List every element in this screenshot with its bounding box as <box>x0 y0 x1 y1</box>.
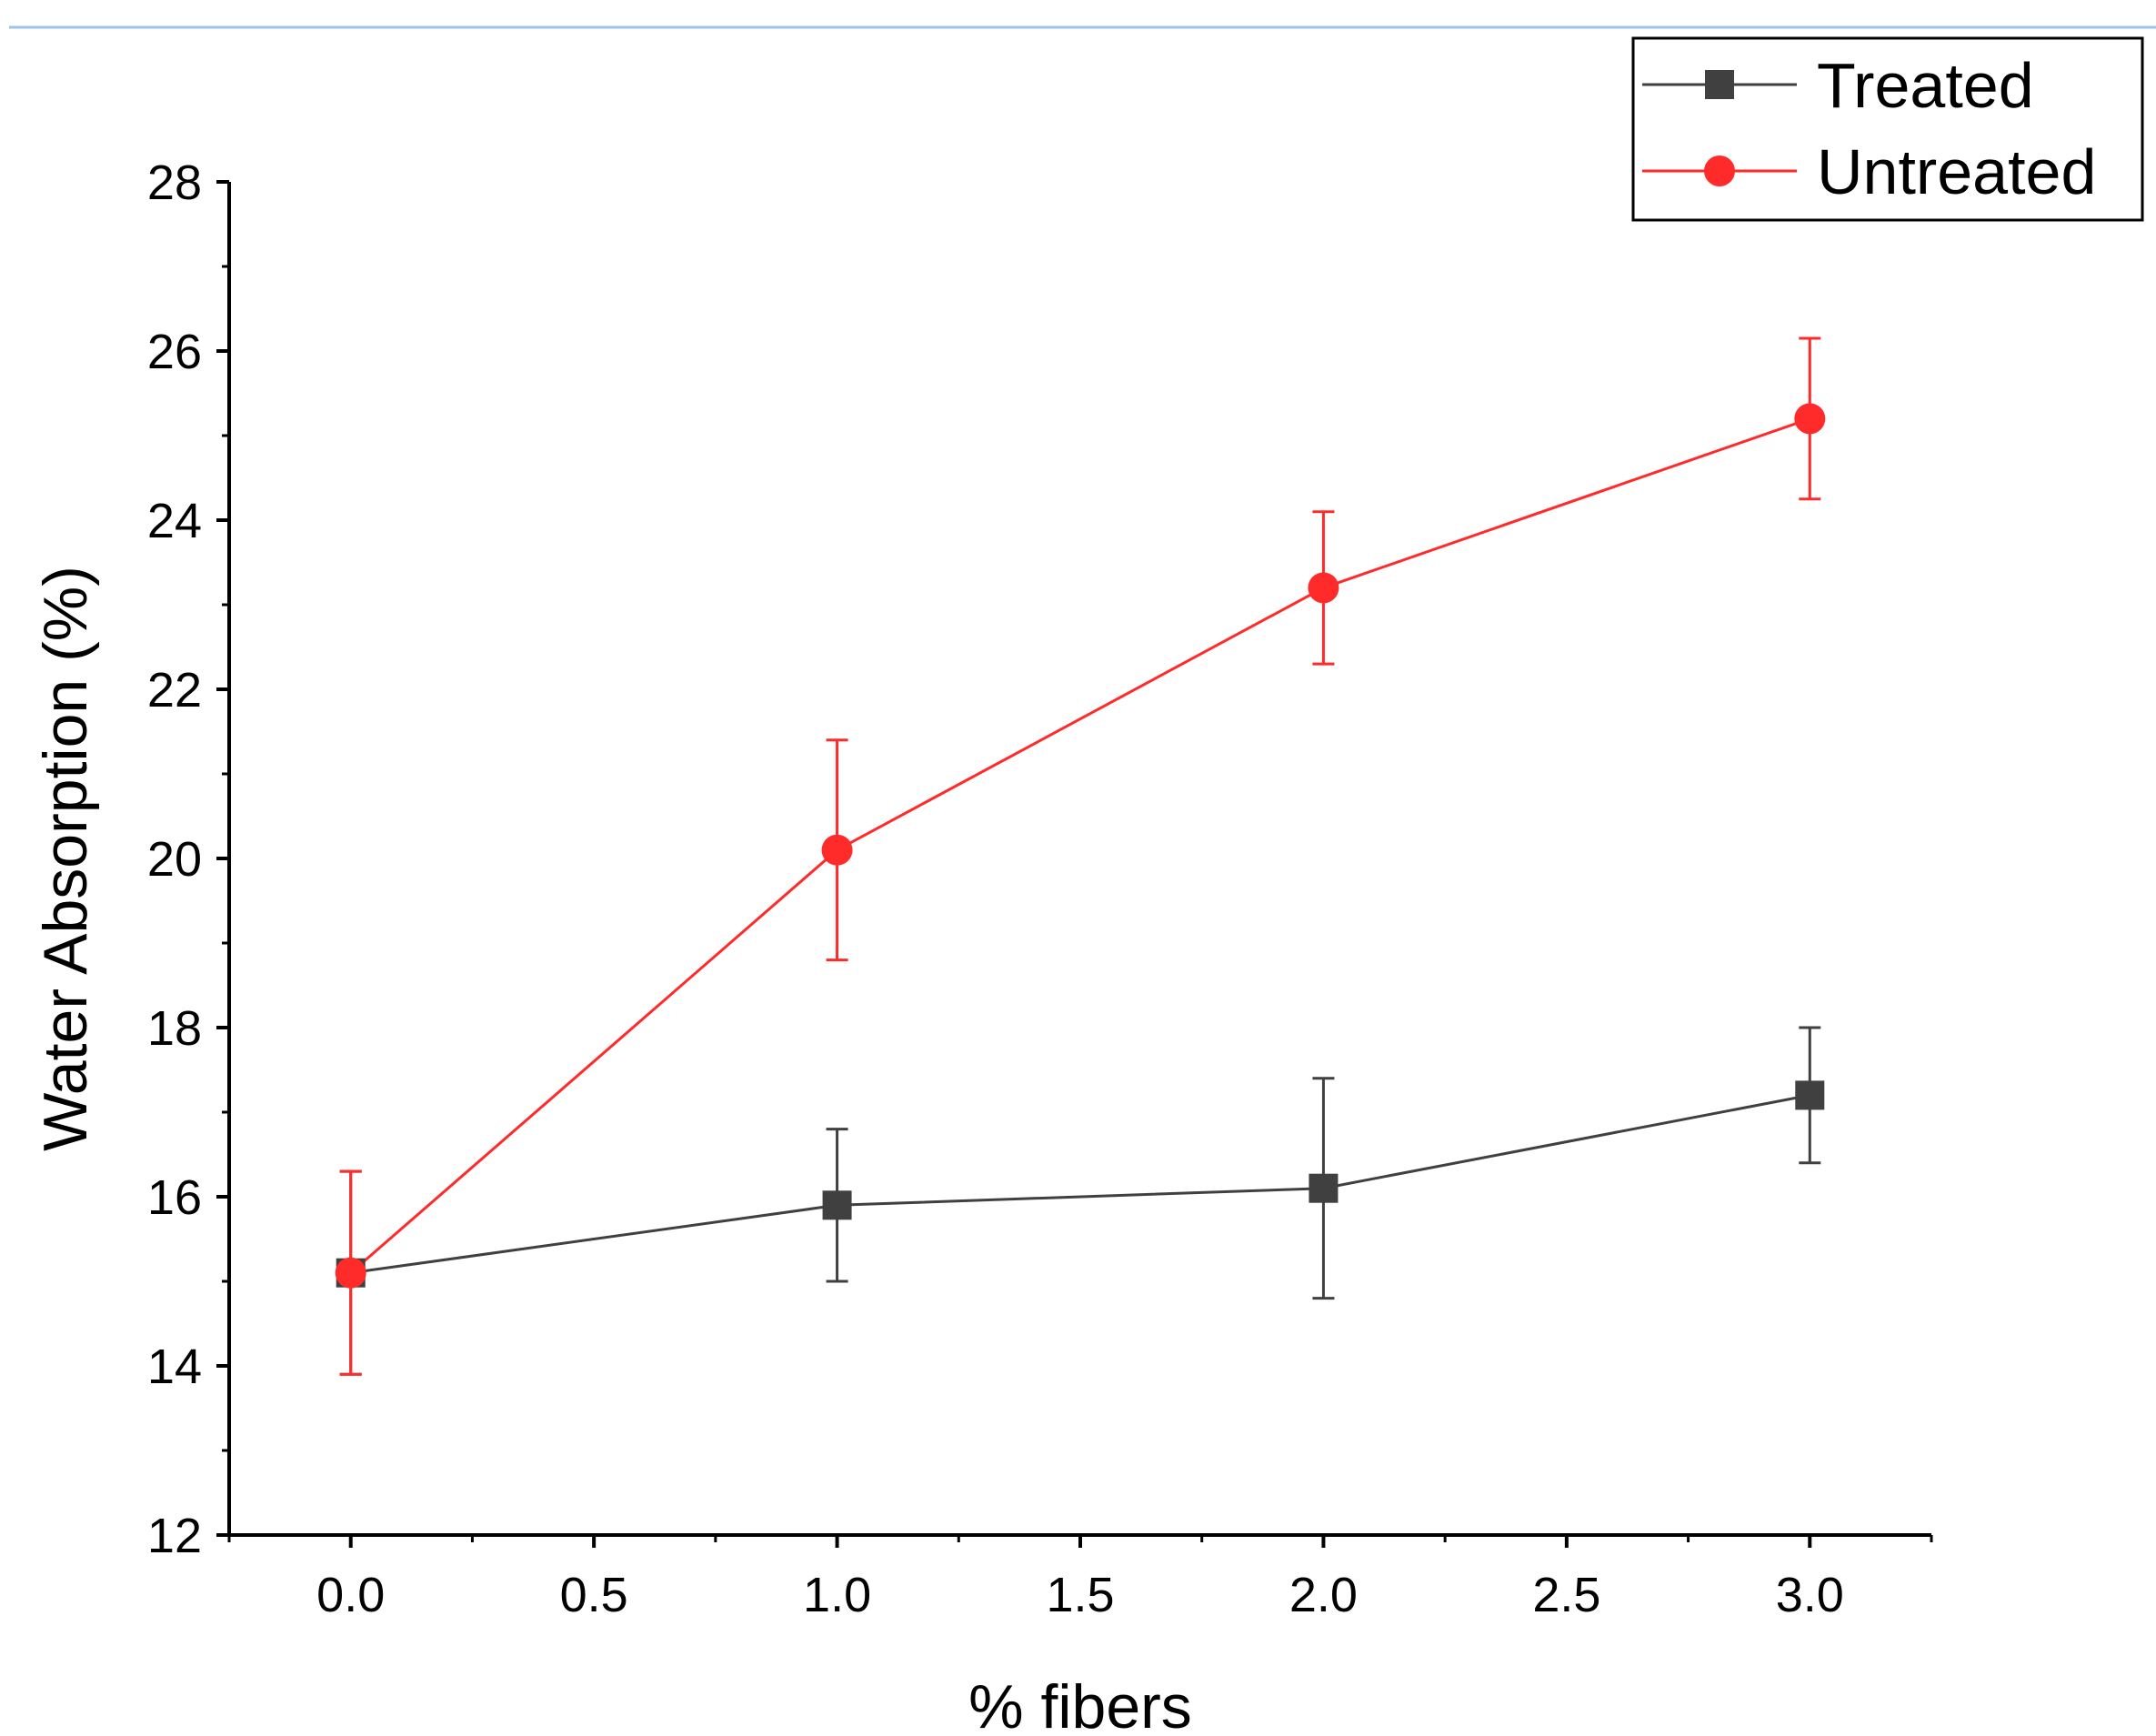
axes: 12 14 16 18 20 22 24 26 28 0.0 0.5 1.0 1.5 2.0 2.5 3.0 <box>147 156 1933 1622</box>
untreated-line <box>349 416 1810 1274</box>
x-tick-label-1.5: 1.5 <box>1046 1568 1114 1622</box>
legend-box <box>1631 36 2144 222</box>
x-tick-label-2.5: 2.5 <box>1532 1568 1600 1622</box>
y-tick-label-24: 24 <box>147 494 202 548</box>
y-tick-label-26: 26 <box>147 325 202 379</box>
y-tick-label-28: 28 <box>147 156 202 210</box>
untreated-marker <box>1794 403 1826 435</box>
y-tick-label-16: 16 <box>147 1170 202 1225</box>
untreated-marker <box>1308 572 1339 604</box>
x-tick-label-0.0: 0.0 <box>316 1568 385 1622</box>
legend-marker-treated <box>1705 70 1734 99</box>
y-tick-label-20: 20 <box>147 832 202 887</box>
y-tick-label-12: 12 <box>147 1509 202 1563</box>
y-tick-label-18: 18 <box>147 1001 202 1056</box>
treated-line <box>350 1093 1810 1275</box>
y-axis-title: Water Absorption (%) <box>31 566 100 1151</box>
y-tick-label-14: 14 <box>147 1340 202 1394</box>
legend-label-treated: Treated <box>1817 50 2034 121</box>
legend: Treated Untreated <box>1631 36 2144 222</box>
treated-marker <box>1309 1173 1339 1203</box>
series-lines <box>349 416 1810 1275</box>
x-tick-label-1.0: 1.0 <box>803 1568 871 1622</box>
x-axis-title: % fibers <box>968 1672 1192 1736</box>
x-tick-label-0.5: 0.5 <box>560 1568 628 1622</box>
markers <box>335 403 1826 1289</box>
y-ticks: 12 14 16 18 20 22 24 26 28 <box>147 156 229 1563</box>
legend-item-treated: Treated <box>1642 50 2034 121</box>
error-bars <box>339 336 1821 1376</box>
legend-item-untreated: Untreated <box>1642 136 2096 207</box>
y-tick-label-22: 22 <box>147 663 202 717</box>
plot-area <box>335 336 1826 1376</box>
legend-label-untreated: Untreated <box>1817 136 2096 207</box>
x-tick-label-3.0: 3.0 <box>1776 1568 1844 1622</box>
treated-marker <box>822 1190 852 1220</box>
x-tick-label-2.0: 2.0 <box>1289 1568 1358 1622</box>
treated-marker <box>1795 1080 1825 1110</box>
legend-marker-untreated <box>1704 156 1735 186</box>
untreated-marker <box>335 1257 366 1289</box>
x-ticks: 0.0 0.5 1.0 1.5 2.0 2.5 3.0 <box>227 1535 1933 1622</box>
untreated-marker <box>821 834 853 866</box>
